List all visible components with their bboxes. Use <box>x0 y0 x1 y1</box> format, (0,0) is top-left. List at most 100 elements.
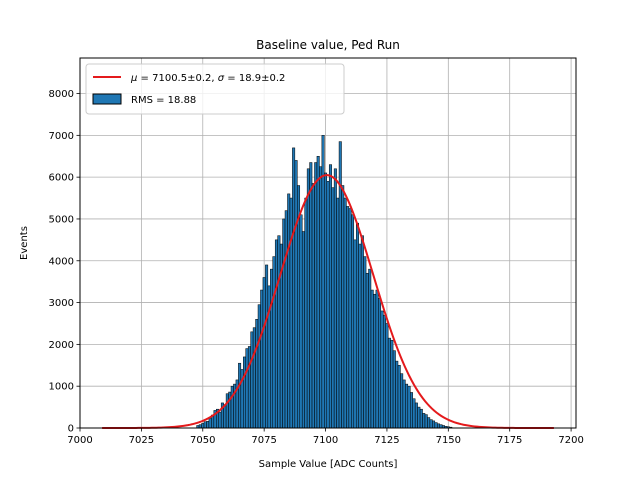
gaussian-fit-line <box>102 174 554 429</box>
histogram-bar <box>407 385 411 429</box>
histogram-bar <box>341 185 345 429</box>
fit-curve-group <box>102 174 554 429</box>
histogram-bar <box>225 393 229 429</box>
histogram-bar <box>198 424 202 429</box>
histogram-bar <box>346 206 350 429</box>
histogram-bar <box>265 264 269 429</box>
y-tick-label: 4000 <box>49 256 74 267</box>
histogram-bar <box>351 214 355 429</box>
histogram-bar <box>277 235 281 429</box>
histogram-bar <box>270 268 274 429</box>
histogram-bar <box>274 239 278 429</box>
histogram-bar <box>378 298 382 429</box>
histogram-bar <box>375 289 379 429</box>
x-axis-label: Sample Value [ADC Counts] <box>259 459 398 470</box>
legend-hist-label: RMS = 18.88 <box>131 95 196 106</box>
histogram-bar <box>365 273 369 429</box>
histogram-bar <box>353 239 357 429</box>
y-tick-label: 6000 <box>49 173 74 184</box>
histogram-bar <box>437 423 440 429</box>
x-tick-label: 7150 <box>436 435 461 446</box>
legend-mu-symbol: μ <box>130 73 137 84</box>
histogram-bar <box>262 277 266 429</box>
histogram-bar <box>306 168 310 429</box>
histogram-bar <box>230 385 234 429</box>
histogram-bar <box>400 373 404 429</box>
x-tick-label: 7100 <box>313 435 338 446</box>
histogram-bar <box>304 197 308 429</box>
y-tick-label: 1000 <box>49 382 74 393</box>
histogram-bar <box>326 181 330 429</box>
histogram-bar <box>336 197 340 429</box>
histogram-bar <box>223 404 227 429</box>
histogram-bar <box>272 256 276 429</box>
histogram-bar <box>255 319 259 429</box>
y-tick-label: 8000 <box>49 89 74 100</box>
y-tick-label: 3000 <box>49 298 74 309</box>
histogram-bar <box>245 348 249 429</box>
histogram-bar <box>392 350 396 429</box>
histogram-bar <box>321 135 325 429</box>
histogram-bar <box>206 421 210 429</box>
histogram-bar <box>439 424 443 429</box>
histogram-bar <box>243 356 246 429</box>
legend-mu-value: = 7100.5±0.2, <box>137 73 217 84</box>
histogram-bar <box>397 365 401 429</box>
histogram-bar <box>410 392 413 429</box>
x-axis-ticks: 7000 7025 7050 7075 7100 7125 7150 7175 7200 <box>67 428 584 446</box>
histogram-bar <box>238 362 242 429</box>
histogram-bar <box>368 268 372 429</box>
histogram-bar <box>360 235 364 429</box>
histogram-bar <box>417 406 421 429</box>
histogram-bar <box>201 423 205 429</box>
x-tick-label: 7075 <box>251 435 276 446</box>
y-axis-ticks: 0 1000 2000 3000 4000 5000 6000 7000 8000 <box>49 89 80 435</box>
legend-sigma-value: = 18.9±0.2 <box>224 73 285 84</box>
legend-sigma-symbol: σ <box>218 73 225 84</box>
histogram-bar <box>429 419 433 429</box>
histogram-bar <box>247 346 251 429</box>
y-axis-label: Events <box>19 226 30 260</box>
x-tick-label: 7025 <box>129 435 154 446</box>
histogram-bars <box>196 135 453 429</box>
histogram-bar <box>373 293 377 429</box>
histogram-bar <box>348 208 352 429</box>
histogram-bar <box>412 398 416 429</box>
y-tick-label: 0 <box>68 424 74 435</box>
histogram-bar <box>208 418 212 429</box>
legend-hist-swatch <box>92 93 122 105</box>
x-tick-label: 7175 <box>497 435 522 446</box>
histogram-bar <box>363 256 367 429</box>
y-tick-label: 2000 <box>49 340 74 351</box>
histogram-bar <box>282 218 286 429</box>
histogram-bar <box>395 360 399 429</box>
histogram-bar <box>314 162 318 429</box>
histogram-bar <box>424 414 428 429</box>
histogram-bar <box>299 214 303 429</box>
histogram-bar <box>257 304 261 429</box>
histogram-bar <box>260 289 264 429</box>
plot-frame <box>79 57 577 429</box>
histogram-bar <box>343 197 347 429</box>
x-tick-label: 7000 <box>67 435 92 446</box>
histogram-bar <box>333 168 337 429</box>
histogram-bar <box>434 422 438 429</box>
histogram-bar <box>405 383 409 429</box>
histogram-bar <box>355 222 359 429</box>
histogram-bar <box>252 327 256 429</box>
legend: μ = 7100.5±0.2, σ = 18.9±0.2 RMS = 18.88 <box>85 63 345 115</box>
histogram-bar <box>287 193 291 429</box>
chart-title: Baseline value, Ped Run <box>256 38 400 52</box>
y-tick-label: 7000 <box>49 131 74 142</box>
histogram-bar <box>324 172 328 429</box>
histogram-bar <box>284 210 288 429</box>
histogram-bar <box>294 160 298 429</box>
x-tick-label: 7125 <box>374 435 399 446</box>
y-tick-label: 5000 <box>49 214 74 225</box>
histogram-bar <box>419 408 423 429</box>
histogram-bar <box>414 402 418 429</box>
x-tick-label: 7050 <box>190 435 215 446</box>
histogram-bar <box>328 164 332 429</box>
x-tick-label: 7200 <box>558 435 583 446</box>
